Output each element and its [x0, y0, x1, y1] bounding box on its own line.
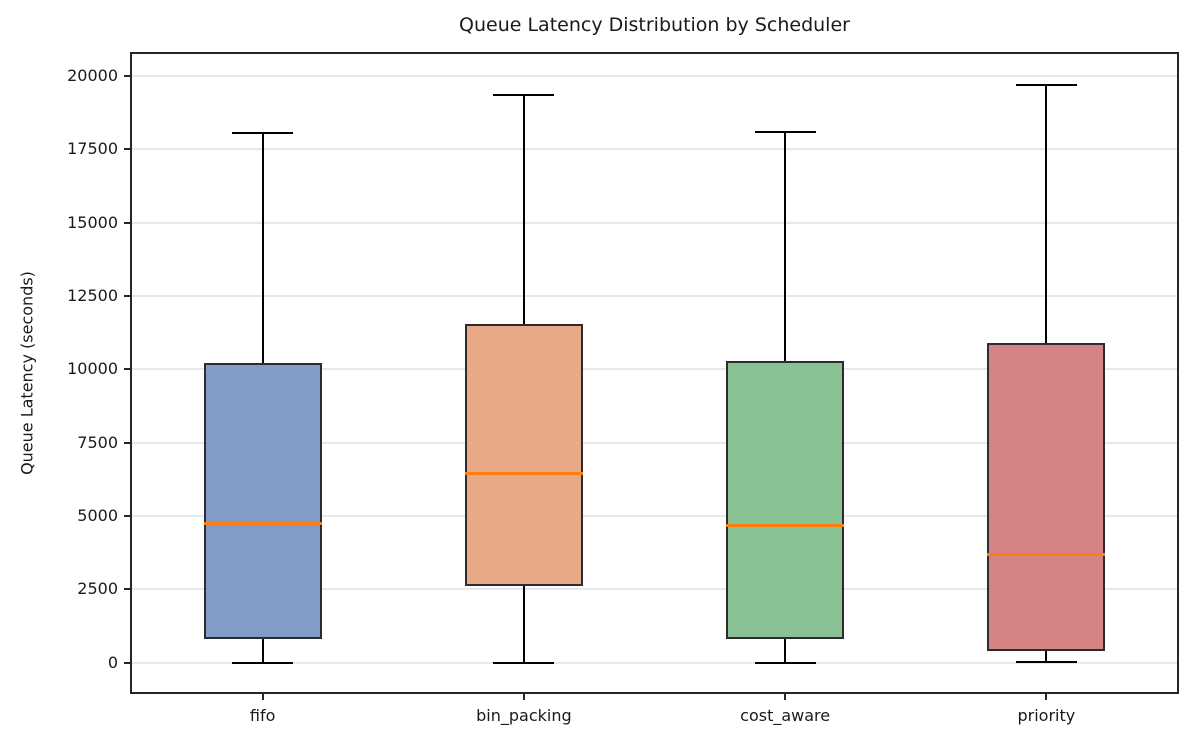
median-priority [987, 552, 1106, 556]
whisker-upper-fifo [261, 132, 264, 364]
gridline-17500 [132, 148, 1177, 151]
ytick-mark-12500 [124, 295, 130, 297]
ytick-label-0: 0 [107, 652, 118, 672]
ytick-mark-7500 [124, 441, 130, 444]
ytick-mark-2500 [124, 588, 130, 591]
whisker-upper-cost_aware [784, 132, 787, 362]
gridline-7500 [132, 441, 1177, 444]
whisker-lower-fifo [261, 638, 264, 663]
ytick-mark-15000 [124, 221, 130, 224]
whisker-cap-top-fifo [232, 131, 294, 134]
box-cost_aware [726, 361, 845, 639]
xtick-mark-fifo [261, 694, 264, 700]
gridline-5000 [132, 515, 1177, 517]
ytick-label-5000: 5000 [77, 506, 118, 525]
whisker-cap-bottom-fifo [232, 661, 294, 664]
gridline-15000 [132, 221, 1177, 224]
whisker-lower-bin_packing [522, 585, 525, 663]
gridline-10000 [132, 368, 1177, 371]
ytick-label-12500: 12500 [67, 286, 118, 305]
whisker-cap-top-cost_aware [754, 131, 816, 134]
whisker-cap-bottom-bin_packing [493, 661, 555, 664]
ytick-mark-10000 [124, 368, 130, 371]
ytick-mark-0 [124, 661, 130, 664]
ytick-label-10000: 10000 [67, 359, 118, 379]
ytick-mark-20000 [124, 75, 130, 77]
median-bin_packing [464, 472, 583, 476]
median-fifo [203, 522, 322, 526]
whisker-cap-bottom-priority [1015, 660, 1077, 663]
y-axis-label: Queue Latency (seconds) [17, 271, 37, 475]
box-fifo [203, 363, 322, 639]
ytick-label-7500: 7500 [77, 432, 118, 452]
xtick-mark-cost_aware [784, 694, 787, 700]
whisker-upper-bin_packing [522, 94, 525, 324]
whisker-cap-top-priority [1015, 83, 1077, 86]
xtick-mark-priority [1045, 694, 1048, 700]
ytick-label-2500: 2500 [77, 579, 118, 599]
gridline-0 [132, 661, 1177, 664]
whisker-cap-top-bin_packing [493, 93, 555, 96]
ytick-label-17500: 17500 [67, 139, 118, 159]
ytick-mark-5000 [124, 515, 130, 517]
box-priority [987, 342, 1106, 652]
whisker-cap-bottom-cost_aware [754, 661, 816, 664]
ytick-label-15000: 15000 [67, 212, 118, 232]
box-bin_packing [464, 323, 583, 586]
plot-area: 0 2500 5000 7500 10000 12500 15000 17500 20000 fi… [67, 52, 1179, 725]
whisker-upper-priority [1045, 84, 1048, 343]
ytick-mark-17500 [124, 148, 130, 151]
gridline-20000 [132, 75, 1177, 77]
ytick-label-20000: 20000 [67, 66, 118, 85]
xtick-mark-bin_packing [522, 694, 525, 700]
gridline-12500 [132, 295, 1177, 297]
gridline-2500 [132, 588, 1177, 591]
whisker-lower-priority [1045, 651, 1048, 662]
xtick-label-fifo: fifo [249, 706, 276, 725]
xtick-label-bin_packing: bin_packing [476, 706, 572, 725]
chart-title: Queue Latency Distribution by Scheduler [459, 14, 850, 36]
xtick-label-priority: priority [1017, 706, 1076, 725]
median-cost_aware [726, 524, 845, 528]
whisker-lower-cost_aware [784, 638, 787, 663]
xtick-label-cost_aware: cost_aware [740, 706, 831, 725]
